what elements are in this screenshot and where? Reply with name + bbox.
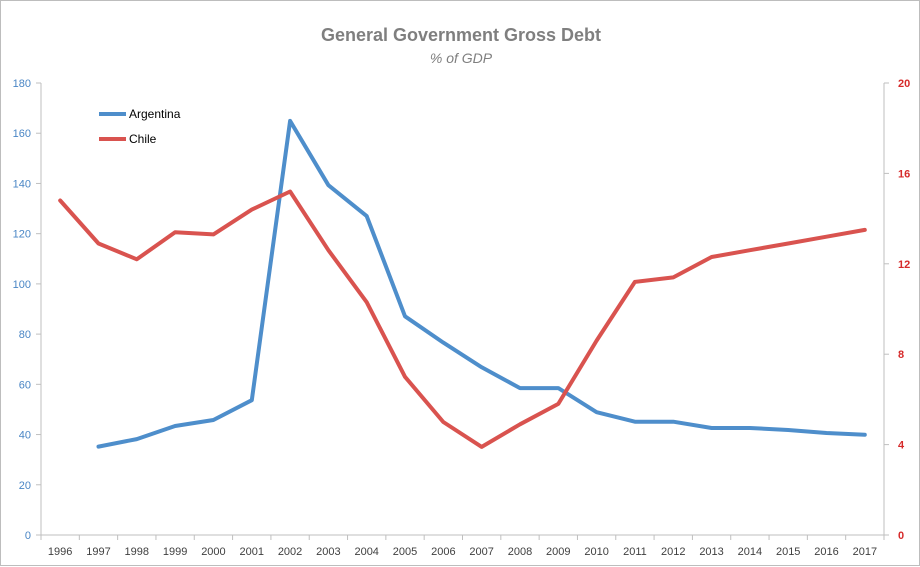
series-line-chile [58,189,867,449]
x-tick-label: 2005 [393,546,417,558]
legend-label-chile: Chile [129,132,157,146]
x-tick-label: 2000 [201,546,225,558]
y-left-tick-label: 140 [13,178,31,190]
x-tick-label: 2003 [316,546,340,558]
y-left-tick-label: 0 [25,530,31,542]
x-tick-label: 2006 [431,546,455,558]
x-tick-label: 2007 [469,546,493,558]
x-tick-label: 2014 [738,546,762,558]
x-tick-label: 2012 [661,546,685,558]
axes: 0 20 40 60 80 100 120 140 160 180 0 4 8 12 16 20 1996 199… [13,78,911,558]
y-left-tick-label: 80 [19,329,31,341]
x-tick-label: 1999 [163,546,187,558]
y-left-tick-label: 160 [13,128,31,140]
legend: Argentina Chile [99,107,181,146]
y-left-tick-label: 120 [13,229,31,241]
x-tick-label: 2010 [584,546,608,558]
y-right-tick-label: 12 [898,259,910,271]
y-left-tick-label: 20 [19,480,31,492]
x-tick-label: 2011 [623,546,647,558]
y-right-tick-label: 20 [898,78,910,90]
y-left-tick-label: 40 [19,430,31,442]
y-right-tick-label: 8 [898,349,904,361]
chart-subtitle: % of GDP [430,50,493,66]
x-tick-label: 2004 [354,546,378,558]
y-left-tick-label: 60 [19,379,31,391]
x-tick-label: 1997 [86,546,110,558]
y-left-tick-label: 100 [13,279,31,291]
chart-title: General Government Gross Debt [321,25,601,45]
x-tick-label: 2001 [240,546,264,558]
series-lines [58,118,867,449]
y-right-tick-label: 4 [898,440,905,452]
y-right-tick-label: 0 [898,530,904,542]
legend-label-argentina: Argentina [129,107,181,121]
x-tick-label: 1996 [48,546,72,558]
x-tick-label: 2016 [814,546,838,558]
x-tick-label: 2013 [699,546,723,558]
y-right-tick-label: 16 [898,168,910,180]
series-line-argentina [96,118,867,449]
x-tick-label: 1998 [125,546,149,558]
x-tick-label: 2017 [853,546,877,558]
x-tick-label: 2015 [776,546,800,558]
x-tick-label: 2002 [278,546,302,558]
x-tick-label: 2009 [546,546,570,558]
y-left-tick-label: 180 [13,78,31,90]
x-tick-label: 2008 [508,546,532,558]
